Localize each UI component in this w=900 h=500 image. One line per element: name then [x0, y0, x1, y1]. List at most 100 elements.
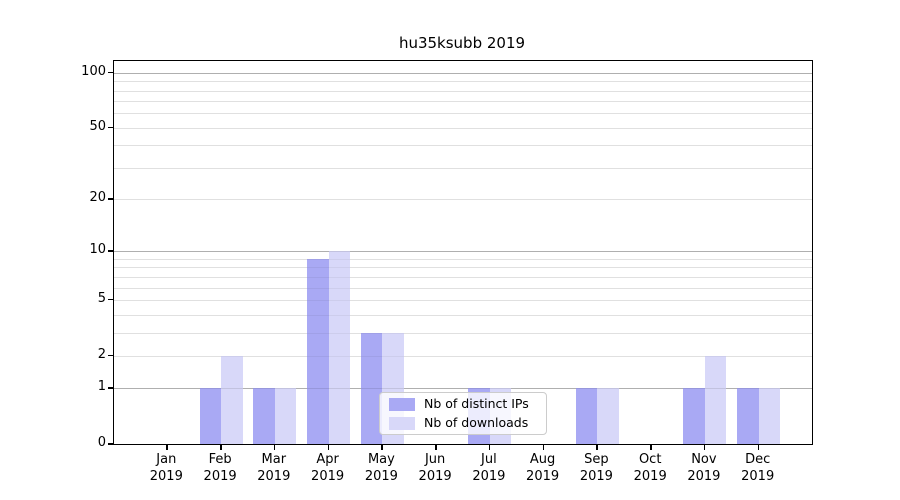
bar-distinct-ips-sep — [575, 388, 598, 444]
legend-item-downloads: Nb of downloads — [389, 416, 537, 430]
y-tick-label: 20 — [89, 190, 106, 206]
x-tick-label: Sep 2019 — [579, 452, 613, 484]
x-tick-mark — [327, 444, 330, 450]
x-tick-label: Oct 2019 — [633, 452, 667, 484]
x-tick-label: Apr 2019 — [311, 452, 345, 484]
y-tick-label: 2 — [97, 346, 106, 362]
y-tick-mark — [108, 126, 113, 129]
y-tick-mark — [108, 198, 113, 200]
x-tick-label: Jun 2019 — [418, 452, 452, 484]
bar-distinct-ips-nov — [683, 388, 705, 444]
gridline-minor — [114, 101, 812, 103]
gridline-minor-overlay — [114, 355, 812, 357]
y-tick-label: 1 — [97, 379, 106, 395]
gridline-minor — [114, 276, 812, 278]
y-tick-mark — [108, 387, 113, 389]
gridline-minor — [114, 299, 812, 301]
gridline-major-overlay — [114, 251, 812, 253]
gridline-major — [114, 251, 812, 253]
gridline-minor — [114, 167, 812, 169]
gridline-minor — [114, 113, 812, 115]
bar-distinct-ips-feb — [199, 388, 222, 444]
bar-downloads-apr — [328, 251, 351, 444]
x-tick-label: Aug 2019 — [526, 452, 560, 484]
bar-distinct-ips-dec — [737, 388, 759, 444]
x-tick-label: Nov 2019 — [687, 452, 721, 484]
x-tick-mark — [757, 444, 760, 450]
y-tick-mark — [108, 298, 113, 301]
gridline-major-overlay — [114, 72, 812, 74]
gridline-minor-overlay — [114, 81, 812, 83]
bar-downloads-sep — [597, 388, 619, 444]
y-tick-label: 0 — [97, 435, 106, 450]
legend-swatch-downloads — [389, 416, 415, 430]
gridline-minor-overlay — [114, 258, 812, 260]
legend-label-downloads: Nb of downloads — [424, 415, 529, 430]
gridline-minor-overlay — [114, 287, 812, 289]
gridline-minor — [114, 355, 812, 357]
gridline-minor-overlay — [114, 167, 812, 169]
plot-area: Nb of distinct IPs Nb of downloads — [113, 60, 813, 445]
gridline-minor-overlay — [114, 276, 812, 278]
gridline-major — [114, 388, 812, 390]
gridlines-layer — [114, 61, 812, 444]
y-tick-mark — [108, 71, 113, 74]
gridline-minor — [114, 267, 812, 269]
bar-distinct-ips-may — [360, 332, 383, 444]
gridline-minor-overlay — [114, 332, 812, 334]
gridline-minor — [114, 127, 812, 129]
x-tick-mark — [381, 444, 383, 450]
gridline-minor — [114, 145, 812, 147]
x-tick-mark — [166, 444, 168, 450]
bar-distinct-ips-mar — [253, 388, 275, 444]
x-tick-label: May 2019 — [364, 452, 398, 484]
bar-downloads-nov — [704, 355, 727, 444]
x-tick-label: Mar 2019 — [257, 452, 291, 484]
gridline-minor — [114, 287, 812, 289]
x-tick-mark — [542, 444, 545, 450]
legend-item-distinct-ips: Nb of distinct IPs — [389, 397, 537, 411]
bar-downloads-mar — [274, 388, 297, 444]
y-tick-label: 5 — [97, 290, 106, 306]
gridline-minor — [114, 258, 812, 260]
gridline-minor — [114, 314, 812, 316]
y-tick-label: 10 — [89, 242, 106, 258]
gridline-minor-overlay — [114, 267, 812, 269]
x-tick-mark — [488, 444, 491, 450]
gridline-major-overlay — [114, 388, 812, 390]
gridline-minor — [114, 90, 812, 92]
legend: Nb of distinct IPs Nb of downloads — [379, 392, 547, 435]
gridline-minor-overlay — [114, 314, 812, 316]
y-tick-mark — [108, 443, 113, 445]
gridline-minor-overlay — [114, 113, 812, 115]
x-tick-mark — [220, 444, 222, 450]
y-tick-mark — [108, 354, 113, 357]
gridline-minor-overlay — [114, 127, 812, 129]
x-tick-label: Feb 2019 — [203, 452, 237, 484]
legend-swatch-distinct-ips — [389, 397, 415, 411]
bar-distinct-ips-apr — [307, 258, 329, 444]
bar-downloads-dec — [758, 388, 781, 444]
x-tick-label: Jan 2019 — [149, 452, 183, 484]
gridline-major — [114, 72, 812, 74]
gridline-minor-overlay — [114, 299, 812, 301]
y-tick-label: 50 — [89, 118, 106, 134]
x-tick-mark — [596, 444, 598, 450]
x-tick-label: Jul 2019 — [472, 452, 506, 484]
gridline-minor-overlay — [114, 145, 812, 147]
chart-title: hu35ksubb 2019 — [398, 34, 526, 52]
gridline-minor — [114, 332, 812, 334]
gridline-minor-overlay — [114, 101, 812, 103]
gridlines-overlay-layer — [114, 61, 812, 444]
x-tick-mark — [703, 444, 706, 450]
x-tick-mark — [273, 444, 276, 450]
x-tick-label: Dec 2019 — [741, 452, 775, 484]
gridline-minor — [114, 199, 812, 201]
x-tick-mark — [650, 444, 652, 450]
legend-label-distinct-ips: Nb of distinct IPs — [424, 396, 529, 411]
gridline-minor-overlay — [114, 199, 812, 201]
x-tick-mark — [435, 444, 437, 450]
bar-downloads-feb — [221, 355, 243, 444]
y-tick-mark — [108, 250, 113, 252]
